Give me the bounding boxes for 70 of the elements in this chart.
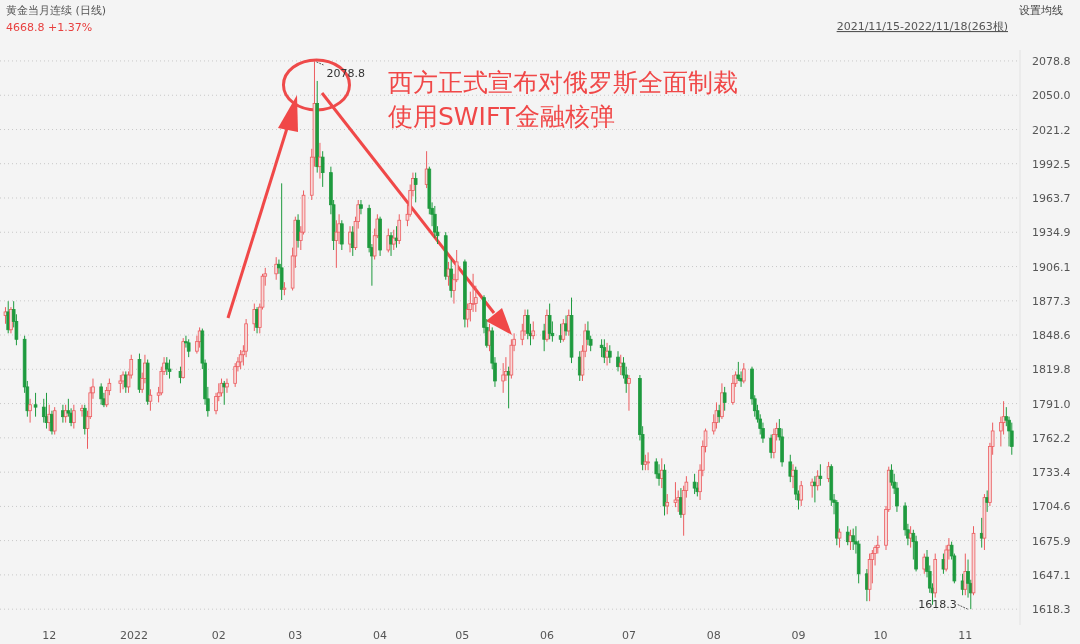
candlestick: [121, 370, 125, 390]
candlestick: [9, 306, 13, 334]
candlestick: [963, 553, 968, 596]
candlestick: [985, 489, 989, 513]
candlestick: [274, 256, 278, 281]
x-tick-label: 04: [373, 629, 388, 642]
candlestick: [148, 388, 153, 412]
text: 4668.8 +1.37%: [6, 21, 93, 34]
candlestick: [348, 225, 352, 253]
x-tick-label: 07: [621, 629, 636, 642]
y-tick-label: 1992.5: [1032, 157, 1071, 171]
candlestick: [799, 480, 804, 507]
candlestick: [561, 318, 566, 343]
x-tick-label: 05: [455, 629, 470, 642]
candlestick: [616, 350, 620, 372]
x-tick-label: 11: [958, 629, 973, 642]
annotation: 西方正式宣布对俄罗斯全面制裁: [388, 68, 738, 97]
candlestick: [547, 303, 552, 340]
y-tick-label: 1618.3: [1032, 603, 1071, 617]
y-tick-label: 1733.4: [1032, 466, 1071, 480]
candlestick: [742, 362, 746, 384]
y-tick-label: 1906.1: [1032, 260, 1071, 274]
candlestick: [359, 199, 363, 215]
y-tick-label: 1675.9: [1032, 534, 1071, 548]
y-tick-label: 1877.3: [1032, 294, 1071, 308]
y-tick-label: 1848.6: [1032, 329, 1071, 342]
y-tick-label: 1934.9: [1032, 226, 1071, 240]
candlestick: [731, 374, 735, 406]
candlestick: [389, 231, 393, 257]
y-tick-label: 2050.0: [1032, 89, 1071, 103]
text: 设置均线: [1019, 4, 1063, 17]
x-tick-label: 10: [873, 629, 888, 642]
x-tick-label: 08: [706, 629, 721, 642]
candlestick: [545, 309, 549, 343]
candlestick: [33, 392, 38, 418]
candlestick: [665, 493, 670, 515]
y-tick-label: 2021.2: [1032, 123, 1071, 137]
candlestick: [340, 219, 344, 251]
candlestick: [720, 382, 724, 420]
x-tick-label: 02: [211, 629, 226, 642]
annotation: 1618.3: [918, 598, 957, 612]
candlestick: [446, 261, 451, 287]
y-tick-label: 1704.6: [1032, 500, 1071, 514]
y-tick-label: 1791.0: [1032, 397, 1071, 411]
y-tick-label: 1647.1: [1032, 568, 1071, 582]
x-tick-label: 03: [288, 629, 303, 642]
y-tick-label: 1762.2: [1032, 431, 1071, 445]
candlestick: [818, 463, 823, 487]
x-tick-label: 12: [42, 629, 57, 642]
x-tick-label: 2022: [119, 629, 148, 642]
candlestick: [28, 398, 32, 424]
candlestick: [542, 323, 546, 352]
y-tick-label: 2078.8: [1032, 54, 1071, 68]
candlestick: [810, 478, 814, 499]
candlestick: [627, 374, 631, 412]
candlestick: [397, 213, 402, 245]
candlestick: [673, 481, 678, 508]
chart-subtitle: 2021/11/15-2022/11/18(263根): [836, 20, 1008, 33]
x-tick-label: 06: [539, 629, 554, 642]
chart-title: 黄金当月连续 (日线): [6, 4, 107, 17]
candlestick: [837, 528, 842, 549]
candlestick: [167, 359, 172, 380]
y-tick-label: 1819.8: [1032, 363, 1071, 377]
candlestick: [99, 382, 103, 406]
candlestick: [722, 386, 727, 412]
candlestick: [564, 314, 568, 337]
annotation: 使用SWIFT金融核弹: [388, 102, 616, 131]
candlestick: [225, 378, 229, 394]
x-tick-label: 09: [791, 629, 806, 642]
y-tick-label: 1963.7: [1032, 191, 1071, 205]
